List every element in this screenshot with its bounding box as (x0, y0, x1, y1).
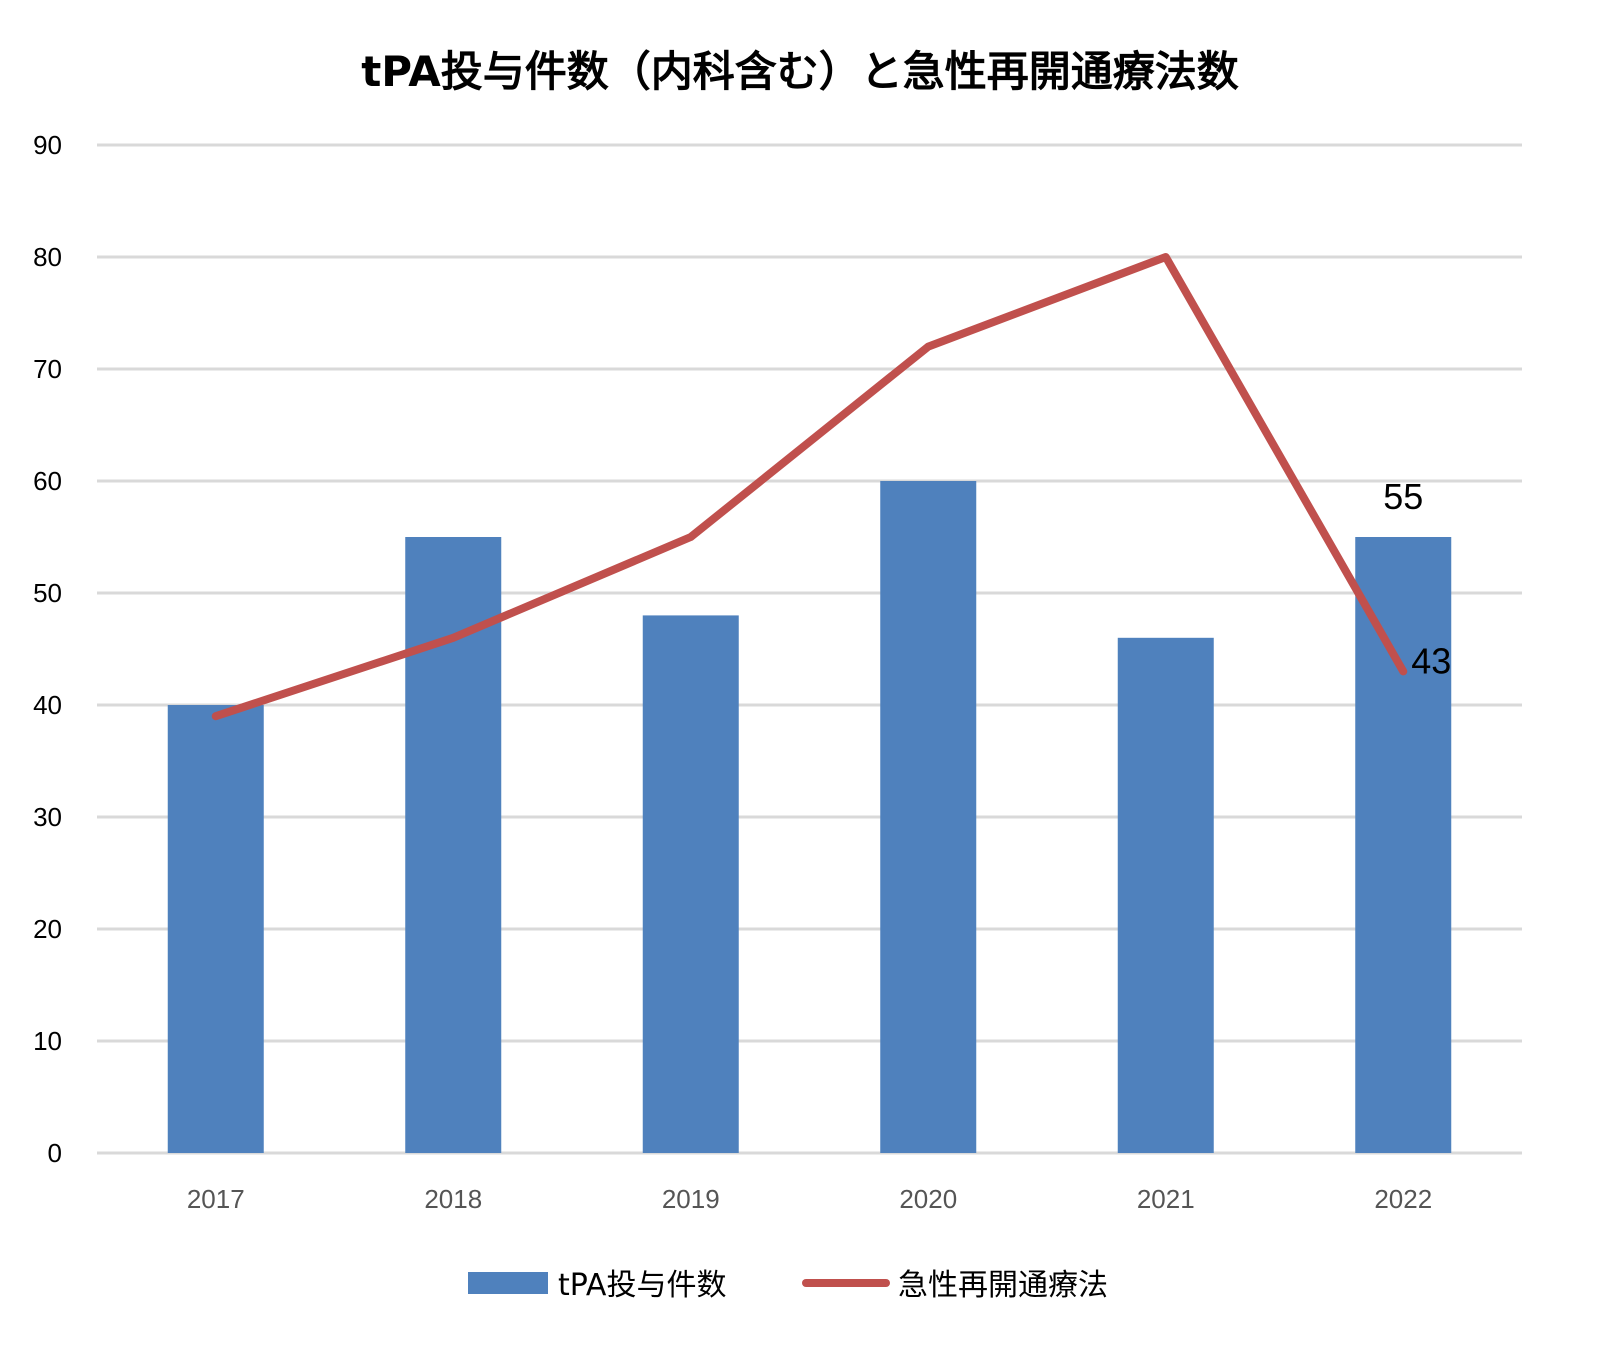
x-tick-label: 2021 (1137, 1184, 1195, 1214)
bar-2020 (880, 481, 977, 1153)
data-labels: 55 43 (1383, 476, 1451, 681)
y-tick-label: 50 (33, 578, 62, 608)
x-tick-label: 2022 (1374, 1184, 1432, 1214)
legend-label-bar: tPA投与件数 (558, 1268, 726, 1303)
x-tick-label: 2020 (899, 1184, 957, 1214)
x-tick-label: 2017 (187, 1184, 245, 1214)
legend-label-line: 急性再開通療法 (898, 1268, 1108, 1303)
y-tick-label: 20 (33, 914, 62, 944)
y-tick-label: 60 (33, 466, 62, 496)
gridlines (97, 143, 1522, 1155)
x-tick-label: 2018 (424, 1184, 482, 1214)
data-label: 43 (1411, 640, 1451, 681)
bar-series (167, 481, 1452, 1153)
x-axis-ticks: 2017 2018 2019 2020 2021 2022 (187, 1184, 1432, 1214)
y-tick-label: 30 (33, 802, 62, 832)
y-tick-label: 90 (33, 130, 62, 160)
legend: tPA投与件数 急性再開通療法 (468, 1268, 1108, 1303)
y-tick-label: 40 (33, 690, 62, 720)
y-axis-ticks: 0 10 20 30 40 50 60 70 80 90 (33, 130, 62, 1168)
y-tick-label: 70 (33, 354, 62, 384)
bar-2022 (1355, 537, 1452, 1153)
bar-2018 (405, 537, 502, 1153)
x-tick-label: 2019 (662, 1184, 720, 1214)
y-tick-label: 10 (33, 1026, 62, 1056)
line-series (211, 253, 1408, 721)
y-tick-label: 80 (33, 242, 62, 272)
bar-2021 (1117, 637, 1214, 1153)
line-path (211, 253, 1408, 721)
y-tick-label: 0 (48, 1138, 62, 1168)
data-label: 55 (1383, 476, 1423, 517)
bar-2019 (642, 615, 739, 1153)
bar-2017 (167, 705, 264, 1153)
legend-swatch-bar (468, 1272, 548, 1294)
chart-title: tPA投与件数（内科含む）と急性再開通療法数 (361, 47, 1239, 96)
